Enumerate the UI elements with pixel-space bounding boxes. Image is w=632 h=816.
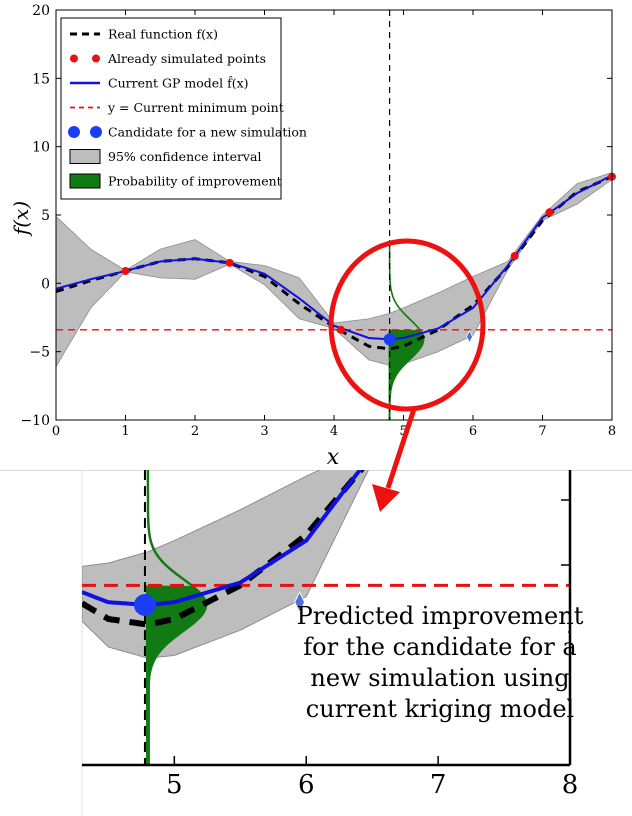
zoom-next-point-marker	[294, 591, 306, 614]
next-point-marker	[466, 329, 473, 344]
zoom-marks	[133, 499, 570, 701]
annotation-background	[314, 594, 568, 734]
x-tick-label: 8	[608, 424, 616, 439]
real-function-line	[56, 175, 612, 351]
y-tick-label: −10	[20, 413, 50, 429]
y-tick-label: −5	[29, 345, 50, 361]
highlight-ellipse	[328, 238, 486, 412]
zoom-arrow-head	[372, 484, 400, 512]
confidence-interval-band	[56, 172, 612, 368]
zoom-gp-model	[82, 470, 363, 608]
legend-swatch-pi	[69, 173, 101, 189]
legend-label: Probability of improvement	[108, 174, 282, 189]
series-lines	[56, 10, 612, 420]
y-tick-label: 20	[32, 3, 50, 19]
annotation-line: new simulation using	[310, 664, 569, 692]
legend-swatch-candidate	[68, 126, 80, 138]
legend: Real function f(x) Already simulated poin…	[60, 17, 307, 200]
x-axis-label: x	[327, 445, 340, 470]
zoom-arrow	[372, 408, 417, 512]
ci-band	[56, 172, 612, 368]
gp-model-line	[56, 174, 612, 341]
simulated-point	[510, 252, 519, 260]
simulated-point	[225, 258, 234, 267]
zoom-x-tick-label: 5	[166, 770, 183, 800]
y-axis-label: f(x)	[9, 201, 33, 237]
legend-swatch-point	[92, 54, 100, 63]
annotation-line: Predicted improvement	[297, 602, 584, 630]
annotation-line: current kriging model	[306, 695, 574, 723]
improvement-area	[389, 329, 424, 420]
simulated-point	[545, 208, 554, 217]
y-tick-label: 0	[41, 276, 50, 292]
y-tick-label: 15	[32, 71, 50, 87]
y-axis-ticks: −10 −5 0 5 10 15 20	[20, 3, 612, 429]
candidate-point	[383, 333, 396, 346]
legend-label: 95% confidence interval	[108, 149, 261, 164]
zoom-x-tick-label: 6	[298, 770, 315, 800]
legend-label: Real function f(x)	[108, 27, 218, 42]
zoom-improvement-area	[147, 585, 206, 765]
zoom-x-tick-label: 8	[562, 770, 579, 800]
x-tick-label: 4	[330, 424, 338, 439]
x-tick-label: 2	[191, 424, 199, 439]
legend-box	[60, 17, 282, 200]
simulated-points	[121, 172, 616, 346]
legend-label: y = Current minimum point	[107, 100, 284, 115]
x-tick-label: 6	[469, 424, 477, 439]
legend-swatch-ci	[69, 149, 101, 164]
x-tick-label: 7	[538, 424, 546, 439]
zoom-candidate-point	[133, 594, 156, 616]
legend-swatch-candidate	[90, 126, 102, 138]
zoom-x-tick-label: 7	[430, 770, 447, 800]
simulated-point	[121, 267, 130, 276]
y-tick-label: 10	[32, 140, 50, 156]
x-tick-label: 0	[52, 424, 60, 439]
legend-swatch-point	[70, 54, 78, 63]
simulated-point	[336, 325, 345, 334]
zoom-arrow-shaft	[385, 408, 417, 489]
zoom-probability-of-improvement	[145, 470, 208, 765]
x-axis-ticks: 0 1 2 3 4 5 6 7 8	[52, 10, 616, 439]
x-tick-label: 3	[260, 424, 268, 439]
annotation-line: for the candidate for a	[303, 633, 577, 661]
legend-label: Candidate for a new simulation	[108, 125, 307, 140]
zoom-series-lines	[82, 470, 570, 765]
zoom-x-ticks: 5 6 7 8	[166, 756, 578, 800]
y-tick-label: 5	[41, 208, 50, 224]
legend-label: Current GP model f̂(x)	[108, 75, 249, 91]
zoom-annotation: Predicted improvement for the candidate f…	[297, 594, 584, 734]
main-plot: 0 1 2 3 4 5 6 7 8 −10 −5 0 5 10 15 20 x f(x) Real func…	[9, 3, 616, 470]
x-tick-label: 5	[399, 424, 407, 439]
highlight-marks	[328, 238, 486, 412]
legend-label: Already simulated points	[107, 51, 266, 66]
x-tick-label: 1	[121, 424, 129, 439]
